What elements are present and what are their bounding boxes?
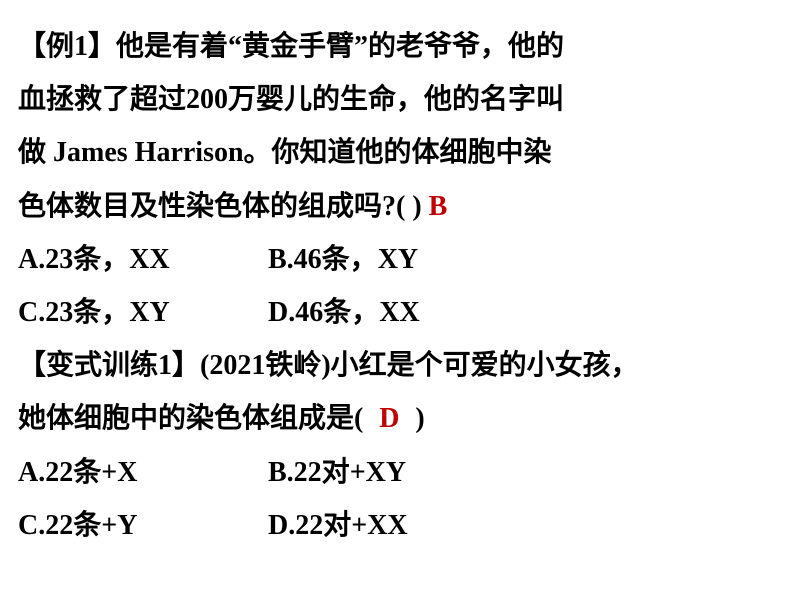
q1-opt-c-val: XY: [129, 297, 169, 328]
q1-line3: 做 James Harrison。你知道他的体细胞中染: [18, 126, 776, 179]
q1-options-row1: A.23条，XX B.46条，XY: [18, 233, 776, 286]
q2-line2: 她体细胞中的染色体组成是( D): [18, 392, 776, 445]
q1-opt-b-val: XY: [378, 244, 418, 275]
q2-answer: D: [379, 403, 399, 434]
q2-opt-b-pre: B.22对: [268, 457, 350, 488]
q1-name: James Harrison: [53, 137, 244, 168]
q1-answer: B: [429, 191, 448, 222]
q2-opt-a-val: +X: [101, 457, 137, 488]
q1-opt-c-pre: C.23条，: [18, 297, 129, 328]
q1-line4: 色体数目及性染色体的组成吗?( ) B: [18, 180, 776, 233]
q2-opt-c-pre: C.22条: [18, 510, 101, 541]
q1-options-row2: C.23条，XY D.46条，XX: [18, 286, 776, 339]
q1-opt-d-val: XX: [379, 297, 419, 328]
q2-opt-d-pre: D.22对: [268, 510, 351, 541]
q2-options-row2: C.22条+Y D.22对+XX: [18, 499, 776, 552]
q2-opt-b-val: +XY: [350, 457, 406, 488]
q1-line1: 【例1】他是有着“黄金手臂”的老爷爷，他的: [18, 20, 776, 73]
q2-line2-pre: 她体细胞中的染色体组成是(: [18, 403, 363, 434]
q1-line2: 血拯救了超过200万婴儿的生命，他的名字叫: [18, 73, 776, 126]
q2-line1: 【变式训练1】(2021铁岭)小红是个可爱的小女孩，: [18, 339, 776, 392]
q2-line2-post: ): [415, 403, 424, 434]
q1-opt-a-val: XX: [129, 244, 169, 275]
q1-opt-b-pre: B.46条，: [268, 244, 378, 275]
q2-opt-c-val: +Y: [101, 510, 137, 541]
q1-line3-pre: 做: [18, 137, 53, 168]
q1-line3-post: 。你知道他的体细胞中染: [244, 137, 552, 168]
q2-opt-d-val: +XX: [351, 510, 407, 541]
q2-options-row1: A.22条+X B.22对+XY: [18, 446, 776, 499]
q1-line4-pre: 色体数目及性染色体的组成吗?(: [18, 191, 405, 222]
q1-opt-a-pre: A.23条，: [18, 244, 129, 275]
q1-opt-d-pre: D.46条，: [268, 297, 379, 328]
q1-line4-post: ): [412, 191, 428, 222]
q2-opt-a-pre: A.22条: [18, 457, 101, 488]
